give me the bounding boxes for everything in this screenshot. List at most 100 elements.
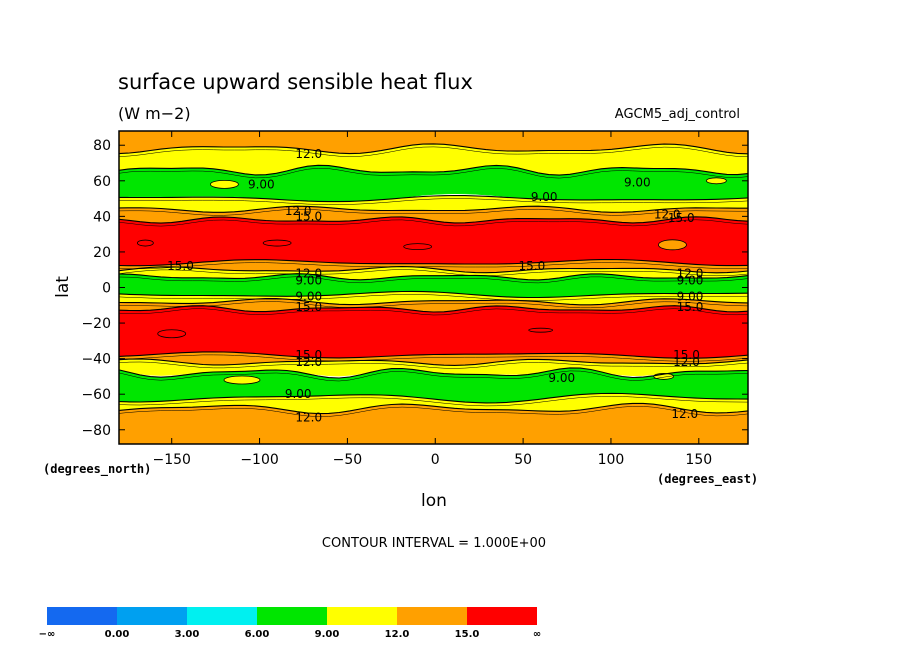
contour-blob-5 <box>528 327 554 333</box>
contour-label-17: 15.0 <box>677 300 704 314</box>
y-tick-label: −40 <box>81 352 111 368</box>
contour-blob-8 <box>210 179 239 189</box>
contour-blob-3 <box>658 239 687 251</box>
colorbar-label: 9.00 <box>315 629 340 640</box>
colorbar-label: 6.00 <box>245 629 270 640</box>
y-tick-label: −60 <box>81 387 111 403</box>
contour-label-0: 12.0 <box>295 147 322 161</box>
contour-line-1 <box>118 143 749 155</box>
y-tick-label: 40 <box>93 209 111 225</box>
y-tick-label: −80 <box>81 423 111 439</box>
contour-line-minor-8 <box>118 276 749 284</box>
y-tick-label: 80 <box>93 138 111 154</box>
contour-line-minor-4 <box>118 208 748 216</box>
x-tick-label: −50 <box>333 452 363 468</box>
contour-line-12 <box>118 351 749 359</box>
contour-line-6 <box>118 258 749 267</box>
contour-label-8: 15.0 <box>167 259 194 273</box>
contour-lines <box>118 143 749 417</box>
contour-line-2 <box>118 164 749 176</box>
x-tick-label: 0 <box>431 452 440 468</box>
x-tick-label: 50 <box>514 452 532 468</box>
contour-line-10 <box>118 298 749 306</box>
contour-label-23: 9.00 <box>285 387 312 401</box>
contour-blob-4 <box>157 329 187 339</box>
contour-line-16 <box>118 402 749 415</box>
contour-line-minor-7 <box>118 269 749 277</box>
contour-line-minor-1 <box>118 146 749 158</box>
contour-blob-1 <box>262 239 292 247</box>
y-axis: 80 60 40 20 0 −20 −40 −60 −80 <box>81 138 748 439</box>
contour-line-minor-16 <box>118 406 749 417</box>
y-axis-label: lat <box>53 276 73 298</box>
contour-label-25: 12.0 <box>671 407 698 421</box>
contour-line-minor-6 <box>118 262 749 269</box>
contour-line-5 <box>118 216 749 224</box>
contour-line-minor-3 <box>118 198 749 205</box>
contour-label-9: 15.0 <box>519 259 546 273</box>
colorbar-swatch <box>117 607 187 625</box>
contour-line-4 <box>118 205 748 213</box>
contour-line-minor-15 <box>118 396 749 407</box>
contour-label-18: 15.0 <box>295 348 322 362</box>
colorbar-label: −∞ <box>39 629 56 640</box>
contour-label-13: 9.00 <box>677 273 704 287</box>
contour-interval-text: CONTOUR INTERVAL = 1.000E+00 <box>322 536 546 551</box>
contour-label-20: 15.0 <box>673 348 700 362</box>
contour-line-minor-11 <box>118 308 749 316</box>
colorbar-label: 0.00 <box>105 629 130 640</box>
band-5 <box>118 216 749 266</box>
y-tick-label: 60 <box>93 174 111 190</box>
contour-label-7: 15.0 <box>668 211 695 225</box>
colorbar-swatch <box>467 607 537 625</box>
colorbar-swatch <box>397 607 467 625</box>
contour-line-3 <box>118 194 749 203</box>
contour-line-minor-12 <box>118 354 749 362</box>
contour-label-11: 9.00 <box>295 273 322 287</box>
colorbar-swatch <box>327 607 397 625</box>
dataset-label: AGCM5_adj_control <box>615 107 740 122</box>
contour-label-5: 15.0 <box>295 209 322 223</box>
contour-line-8 <box>118 273 749 281</box>
x-units-label: (degrees_east) <box>657 472 758 487</box>
contour-field <box>118 130 749 445</box>
contour-line-minor-14 <box>118 370 749 382</box>
contour-line-11 <box>118 305 749 313</box>
contour-line-9 <box>118 290 749 299</box>
contour-blob-9 <box>705 177 727 185</box>
y-tick-label: 0 <box>102 281 111 297</box>
chart-units: (W m−2) <box>118 104 191 123</box>
x-tick-label: −150 <box>152 452 190 468</box>
x-axis-label: lon <box>421 491 447 511</box>
contour-line-13 <box>118 358 749 366</box>
band-16 <box>118 403 749 445</box>
y-tick-label: 20 <box>93 245 111 261</box>
contour-label-24: 12.0 <box>295 410 322 424</box>
contour-label-15: 15.0 <box>295 300 322 314</box>
contour-label-12: 12.0 <box>677 266 704 280</box>
contour-line-14 <box>118 367 749 379</box>
x-tick-label: 100 <box>598 452 625 468</box>
x-axis: −150 −100 −50 0 50 100 150 <box>152 131 712 468</box>
chart-title: surface upward sensible heat flux <box>118 70 473 94</box>
contour-line-minor-10 <box>118 301 749 309</box>
contour-label-16: 9.00 <box>677 289 704 303</box>
contour-line-minor-2 <box>118 168 749 179</box>
contour-label-2: 9.00 <box>531 190 558 204</box>
colorbar-label: 12.0 <box>385 629 410 640</box>
contour-label-3: 9.00 <box>624 176 651 190</box>
contour-blob-2 <box>403 243 433 250</box>
colorbar-swatch <box>187 607 257 625</box>
band-11 <box>118 305 749 359</box>
contour-label-1: 9.00 <box>248 177 275 191</box>
contour-label-10: 12.0 <box>295 266 322 280</box>
x-tick-label: −100 <box>240 452 278 468</box>
contour-line-15 <box>118 392 749 404</box>
y-units-label: (degrees_north) <box>43 462 151 477</box>
contour-label-19: 12.0 <box>295 355 322 369</box>
contour-label-4: 12.0 <box>285 204 312 218</box>
contour-blob-6 <box>223 375 261 385</box>
colorbar-label: 3.00 <box>175 629 200 640</box>
contour-blob-0 <box>136 239 154 247</box>
contour-label-22: 9.00 <box>548 371 575 385</box>
